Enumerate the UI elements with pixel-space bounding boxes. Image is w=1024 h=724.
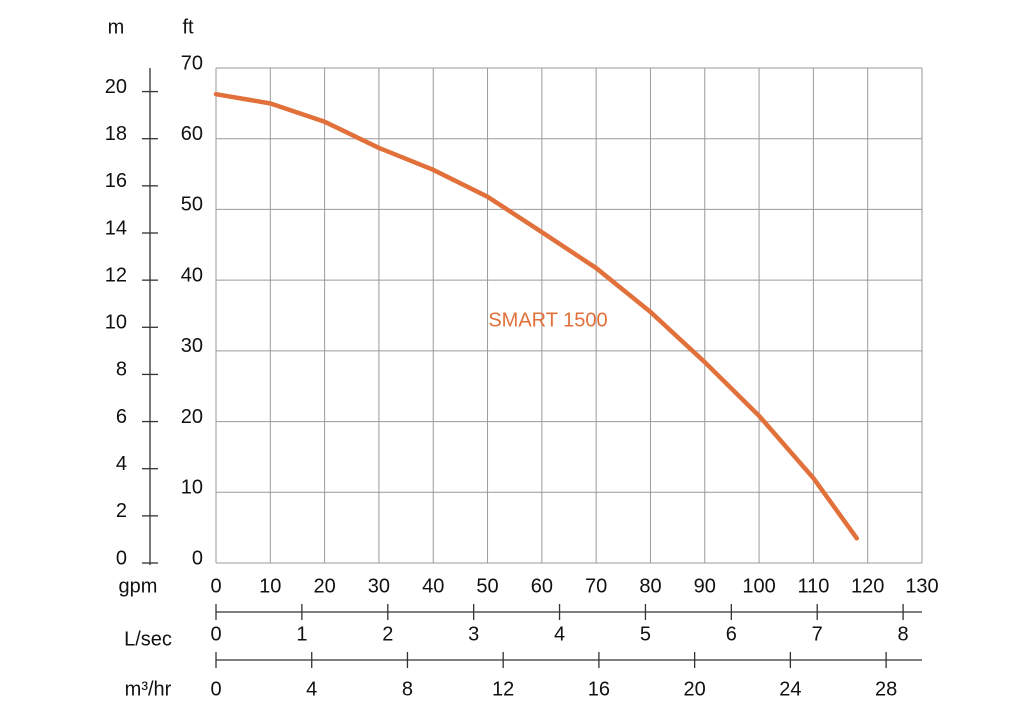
x3-tick-label: 16 (588, 678, 610, 700)
x2-tick-label: 5 (640, 623, 651, 645)
x-tick-label: 50 (476, 575, 498, 597)
y-tick-label: 60 (181, 123, 203, 145)
x-tick-label: 20 (313, 575, 335, 597)
y2-tick-label: 6 (116, 406, 127, 428)
y2-tick-label: 0 (116, 547, 127, 569)
x-tick-label: 10 (259, 575, 281, 597)
x3-tick-label: 4 (306, 678, 317, 700)
y2-tick-label: 14 (105, 217, 127, 239)
y-tick-label: 70 (181, 52, 203, 74)
x2-tick-label: 0 (210, 623, 221, 645)
x-tick-label: 130 (905, 575, 938, 597)
x-tick-label: 90 (694, 575, 716, 597)
x2-axis-title: L/sec (124, 628, 172, 650)
x2-tick-label: 7 (812, 623, 823, 645)
x3-tick-label: 24 (779, 678, 801, 700)
x-tick-label: 80 (639, 575, 661, 597)
x-tick-label: 0 (210, 575, 221, 597)
x2-tick-label: 8 (898, 623, 909, 645)
y2-tick-label: 12 (105, 264, 127, 286)
x-tick-label: 100 (742, 575, 775, 597)
x2-tick-label: 2 (382, 623, 393, 645)
y-tick-label: 50 (181, 194, 203, 216)
y-tick-label: 30 (181, 335, 203, 357)
x-tick-label: 40 (422, 575, 444, 597)
x3-axis-title: m³/hr (125, 678, 172, 700)
y2-tick-label: 10 (105, 312, 127, 334)
y2-tick-label: 18 (105, 123, 127, 145)
x-axis-title: gpm (119, 575, 158, 597)
y2-tick-label: 20 (105, 76, 127, 98)
y-tick-label: 10 (181, 477, 203, 499)
series-label: SMART 1500 (488, 309, 607, 331)
y2-tick-label: 16 (105, 170, 127, 192)
y-tick-label: 0 (192, 547, 203, 569)
y2-axis-title: m (108, 16, 125, 38)
x2-tick-label: 6 (726, 623, 737, 645)
x-tick-label: 120 (851, 575, 884, 597)
x-tick-label: 60 (531, 575, 553, 597)
curve (213, 91, 860, 541)
x3-tick-label: 12 (492, 678, 514, 700)
y-axis-title: ft (182, 16, 194, 38)
x3-tick-label: 28 (875, 678, 897, 700)
x2-tick-label: 4 (554, 623, 565, 645)
y2-tick-label: 8 (116, 359, 127, 381)
x-tick-label: 70 (585, 575, 607, 597)
y2-tick-label: 2 (116, 500, 127, 522)
x-tick-label: 30 (368, 575, 390, 597)
y-tick-label: 20 (181, 406, 203, 428)
x2-tick-label: 1 (296, 623, 307, 645)
y-tick-label: 40 (181, 264, 203, 286)
x3-tick-label: 20 (684, 678, 706, 700)
x3-tick-label: 8 (402, 678, 413, 700)
y2-tick-label: 4 (116, 453, 127, 475)
x3-tick-label: 0 (210, 678, 221, 700)
x2-tick-label: 3 (468, 623, 479, 645)
x-tick-label: 110 (797, 575, 829, 597)
